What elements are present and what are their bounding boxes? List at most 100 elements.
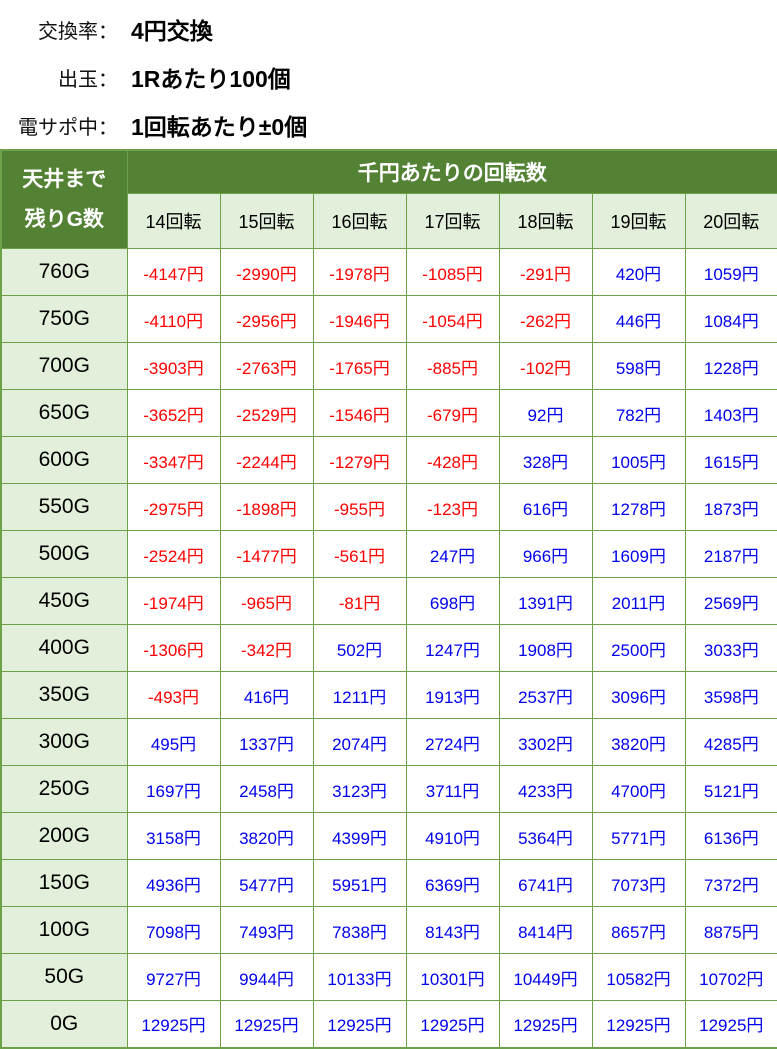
value-cell: 12925円 xyxy=(219,1000,314,1048)
value-cell: 698円 xyxy=(405,577,500,625)
value-cell: -1978円 xyxy=(312,248,407,296)
value-cell: 1278円 xyxy=(591,483,686,531)
table-row-50G: 50G 9727円 9944円 10133円 10301円 10449円 10582円 107… xyxy=(0,953,777,1001)
value-cell: 3033円 xyxy=(684,624,777,672)
value-cell: 4399円 xyxy=(312,812,407,860)
value-cell: 5477円 xyxy=(219,859,314,907)
value-cell: -2763円 xyxy=(219,342,314,390)
value-cell: -123円 xyxy=(405,483,500,531)
value-cell: 598円 xyxy=(591,342,686,390)
value-cell: 1247円 xyxy=(405,624,500,672)
table-row-600G: 600G -3347円 -2244円 -1279円 -428円 328円 1005円 1615… xyxy=(0,436,777,484)
value-cell: 12925円 xyxy=(126,1000,221,1048)
value-cell: 2537円 xyxy=(498,671,593,719)
value-cell: -1085円 xyxy=(405,248,500,296)
value-cell: 1403円 xyxy=(684,389,777,437)
value-cell: 2011円 xyxy=(591,577,686,625)
value-cell: 7493円 xyxy=(219,906,314,954)
value-cell: 2724円 xyxy=(405,718,500,766)
table-row-700G: 700G -3903円 -2763円 -1765円 -885円 -102円 598円 1228… xyxy=(0,342,777,390)
table-row-100G: 100G 7098円 7493円 7838円 8143円 8414円 8657円 8875円 xyxy=(0,906,777,954)
table-body: 760G -4147円 -2990円 -1978円 -1085円 -291円 420円 105… xyxy=(0,248,777,1048)
value-cell: 10702円 xyxy=(684,953,777,1001)
value-cell: 4233円 xyxy=(498,765,593,813)
value-cell: 6136円 xyxy=(684,812,777,860)
value-cell: 1697円 xyxy=(126,765,221,813)
value-cell: 92円 xyxy=(498,389,593,437)
value-cell: 1005円 xyxy=(591,436,686,484)
value-cell: 7098円 xyxy=(126,906,221,954)
row-label-750G: 750G xyxy=(0,295,128,343)
value-cell: 12925円 xyxy=(405,1000,500,1048)
densapo-value: 1回転あたり±0個 xyxy=(131,114,308,140)
value-cell: 1211円 xyxy=(312,671,407,719)
value-cell: 1908円 xyxy=(498,624,593,672)
value-cell: 247円 xyxy=(405,530,500,578)
value-cell: 1337円 xyxy=(219,718,314,766)
row-label-50G: 50G xyxy=(0,953,128,1001)
value-cell: -4110円 xyxy=(126,295,221,343)
value-cell: 1059円 xyxy=(684,248,777,296)
value-cell: -1546円 xyxy=(312,389,407,437)
value-cell: 3096円 xyxy=(591,671,686,719)
value-cell: -1477円 xyxy=(219,530,314,578)
value-cell: -679円 xyxy=(405,389,500,437)
expected-value-table: 天井まで 残りG数 千円あたりの回転数 14回転 15回転 16回転 17回転 18回転… xyxy=(0,149,777,1049)
machine-info-block: 交換率： 4円交換 出玉： 1Rあたり100個 電サポ中： 1回転あたり±0個 xyxy=(0,0,777,149)
table-row-450G: 450G -1974円 -965円 -81円 698円 1391円 2011円 2569円 xyxy=(0,577,777,625)
value-cell: 8657円 xyxy=(591,906,686,954)
info-row-densapo: 電サポ中： 1回転あたり±0個 xyxy=(0,101,777,149)
value-cell: 3711円 xyxy=(405,765,500,813)
column-header-19spins: 19回転 xyxy=(591,193,686,249)
value-cell: -3903円 xyxy=(126,342,221,390)
value-cell: -1306円 xyxy=(126,624,221,672)
value-cell: -2524円 xyxy=(126,530,221,578)
value-cell: -81円 xyxy=(312,577,407,625)
info-row-payout: 出玉： 1Rあたり100個 xyxy=(0,53,777,101)
value-cell: 12925円 xyxy=(591,1000,686,1048)
value-cell: 782円 xyxy=(591,389,686,437)
row-label-500G: 500G xyxy=(0,530,128,578)
row-label-150G: 150G xyxy=(0,859,128,907)
table-row-760G: 760G -4147円 -2990円 -1978円 -1085円 -291円 420円 105… xyxy=(0,248,777,296)
value-cell: -2956円 xyxy=(219,295,314,343)
table-row-200G: 200G 3158円 3820円 4399円 4910円 5364円 5771円 6136円 xyxy=(0,812,777,860)
table-row-500G: 500G -2524円 -1477円 -561円 247円 966円 1609円 2187円 xyxy=(0,530,777,578)
value-cell: -1765円 xyxy=(312,342,407,390)
value-cell: 12925円 xyxy=(684,1000,777,1048)
value-cell: -2244円 xyxy=(219,436,314,484)
column-header-15spins: 15回転 xyxy=(219,193,314,249)
value-cell: -2529円 xyxy=(219,389,314,437)
info-row-exchange-rate: 交換率： 4円交換 xyxy=(0,5,777,53)
value-cell: 6741円 xyxy=(498,859,593,907)
value-cell: 328円 xyxy=(498,436,593,484)
value-cell: 5951円 xyxy=(312,859,407,907)
column-header-17spins: 17回転 xyxy=(405,193,500,249)
value-cell: 10582円 xyxy=(591,953,686,1001)
value-cell: -428円 xyxy=(405,436,500,484)
row-label-300G: 300G xyxy=(0,718,128,766)
row-label-250G: 250G xyxy=(0,765,128,813)
value-cell: 4700円 xyxy=(591,765,686,813)
corner-header-remaining-games: 天井まで 残りG数 xyxy=(0,149,128,249)
table-head: 天井まで 残りG数 千円あたりの回転数 14回転 15回転 16回転 17回転 18回転… xyxy=(0,149,777,249)
value-cell: 8143円 xyxy=(405,906,500,954)
table-row-550G: 550G -2975円 -1898円 -955円 -123円 616円 1278円 1873円 xyxy=(0,483,777,531)
table-row-650G: 650G -3652円 -2529円 -1546円 -679円 92円 782円 1403円 xyxy=(0,389,777,437)
value-cell: 12925円 xyxy=(498,1000,593,1048)
row-label-550G: 550G xyxy=(0,483,128,531)
column-header-18spins: 18回転 xyxy=(498,193,593,249)
value-cell: -342円 xyxy=(219,624,314,672)
table-row-250G: 250G 1697円 2458円 3123円 3711円 4233円 4700円 5121円 xyxy=(0,765,777,813)
exchange-rate-value: 4円交換 xyxy=(131,18,213,44)
value-cell: -102円 xyxy=(498,342,593,390)
value-cell: 7073円 xyxy=(591,859,686,907)
value-cell: 9944円 xyxy=(219,953,314,1001)
value-cell: -493円 xyxy=(126,671,221,719)
value-cell: 1873円 xyxy=(684,483,777,531)
table-row-400G: 400G -1306円 -342円 502円 1247円 1908円 2500円 3033円 xyxy=(0,624,777,672)
value-cell: 8414円 xyxy=(498,906,593,954)
value-cell: 2500円 xyxy=(591,624,686,672)
group-header-spins-per-1000yen: 千円あたりの回転数 xyxy=(126,149,777,194)
value-cell: -262円 xyxy=(498,295,593,343)
